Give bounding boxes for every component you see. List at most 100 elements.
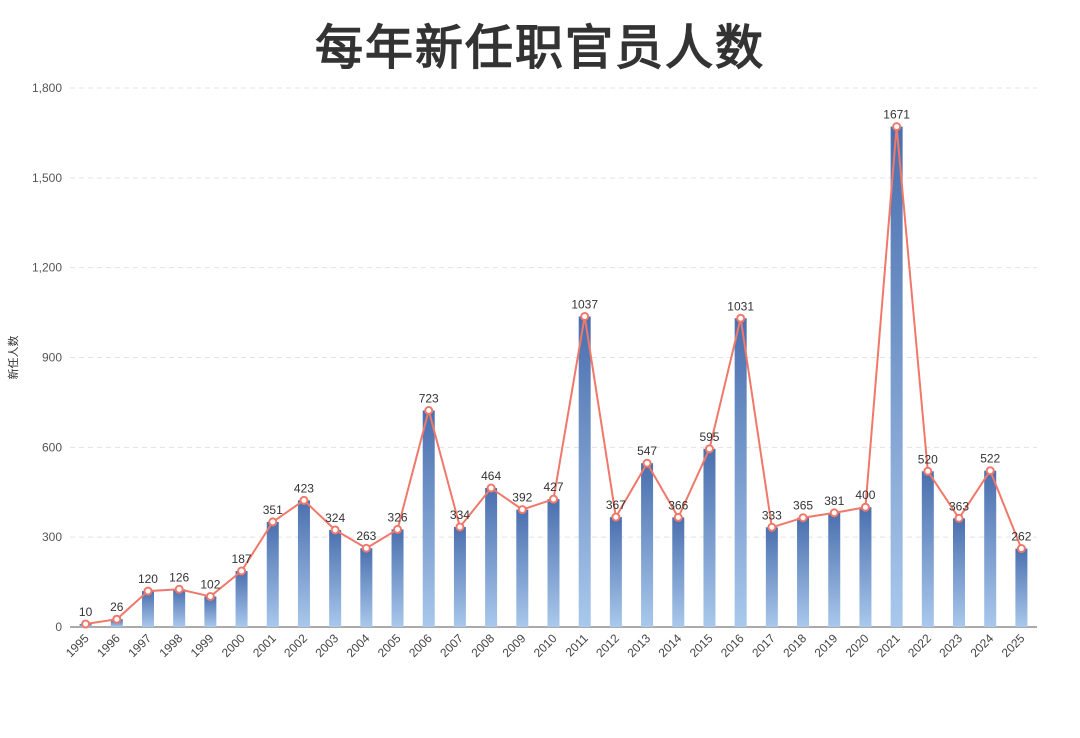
bar-2003 bbox=[329, 529, 342, 627]
bar-1998 bbox=[173, 589, 186, 627]
line-point-1999 bbox=[205, 591, 215, 601]
y-tick-label: 600 bbox=[42, 440, 62, 454]
bar-2014 bbox=[672, 517, 685, 627]
bar-1999 bbox=[204, 596, 217, 627]
line-point-2002 bbox=[299, 495, 309, 505]
x-tick-label: 2007 bbox=[437, 631, 466, 660]
bar-2008 bbox=[485, 488, 498, 627]
data-label-2002: 423 bbox=[294, 481, 314, 495]
bar-2004 bbox=[360, 548, 373, 627]
line-point-2018 bbox=[798, 513, 808, 523]
bar-2016 bbox=[734, 318, 747, 627]
bar-2012 bbox=[609, 517, 622, 627]
line-point-2025 bbox=[1016, 544, 1026, 554]
bar-1997 bbox=[141, 591, 154, 627]
line-point-1995 bbox=[81, 619, 91, 629]
line-point-2011 bbox=[580, 311, 590, 321]
line-point-2007 bbox=[455, 522, 465, 532]
data-label-2017: 333 bbox=[762, 508, 782, 522]
data-label-2025: 262 bbox=[1011, 530, 1031, 544]
line-point-2009 bbox=[517, 505, 527, 515]
line-point-2006 bbox=[424, 406, 434, 416]
data-label-1996: 26 bbox=[110, 600, 124, 614]
data-label-2023: 363 bbox=[949, 499, 969, 513]
data-label-2005: 326 bbox=[388, 510, 408, 524]
line-point-1997 bbox=[143, 586, 153, 596]
line-point-2008 bbox=[486, 483, 496, 493]
x-tick-label: 2016 bbox=[718, 631, 747, 660]
bar-2024 bbox=[984, 470, 997, 627]
y-tick-label: 900 bbox=[42, 351, 62, 365]
x-tick-label: 2021 bbox=[874, 631, 903, 660]
y-tick-label: 1,800 bbox=[32, 81, 62, 95]
bar-2020 bbox=[859, 507, 872, 627]
x-tick-label: 1998 bbox=[157, 631, 186, 660]
data-label-2003: 324 bbox=[325, 511, 345, 525]
x-tick-label: 2010 bbox=[531, 631, 560, 660]
y-axis-ticks: 0 300 600 900 1,200 1,500 1,800 bbox=[32, 81, 62, 634]
bar-2021 bbox=[890, 126, 903, 628]
data-label-1995: 10 bbox=[79, 605, 93, 619]
line-point-2017 bbox=[767, 522, 777, 532]
data-label-2001: 351 bbox=[263, 503, 283, 517]
bar-2019 bbox=[828, 512, 841, 627]
data-label-1999: 102 bbox=[200, 577, 220, 591]
data-label-2020: 400 bbox=[855, 488, 875, 502]
x-tick-label: 2011 bbox=[563, 631, 591, 659]
x-tick-label: 1999 bbox=[188, 631, 217, 660]
x-axis-ticks: 1995 1996 1997 1998 1999 2000 2001 2002 2003 2004… bbox=[63, 631, 1028, 660]
x-tick-label: 2019 bbox=[812, 631, 841, 660]
x-tick-label: 2014 bbox=[656, 631, 685, 660]
x-tick-label: 2022 bbox=[905, 631, 934, 660]
y-axis-label: 新任人数 bbox=[6, 336, 20, 380]
data-label-2009: 392 bbox=[512, 491, 532, 505]
x-tick-label: 1997 bbox=[125, 631, 154, 660]
data-label-2010: 427 bbox=[543, 480, 563, 494]
bar-2001 bbox=[266, 521, 279, 627]
x-tick-label: 1996 bbox=[94, 631, 123, 660]
x-tick-label: 2023 bbox=[936, 631, 965, 660]
data-label-2024: 522 bbox=[980, 452, 1000, 466]
y-tick-label: 300 bbox=[42, 530, 62, 544]
x-tick-label: 2020 bbox=[843, 631, 872, 660]
x-tick-label: 2006 bbox=[406, 631, 435, 660]
bar-2017 bbox=[765, 527, 778, 627]
x-tick-label: 2015 bbox=[687, 631, 716, 660]
line-point-2022 bbox=[923, 466, 933, 476]
y-tick-label: 1,200 bbox=[32, 261, 62, 275]
data-label-2006: 723 bbox=[419, 392, 439, 406]
y-tick-label: 1,500 bbox=[32, 171, 62, 185]
x-tick-label: 2005 bbox=[375, 631, 404, 660]
bar-2018 bbox=[797, 517, 810, 627]
line-point-2010 bbox=[549, 494, 558, 504]
line-point-2020 bbox=[860, 502, 870, 512]
bars bbox=[79, 126, 1028, 628]
line-point-2014 bbox=[673, 512, 683, 522]
line-point-1996 bbox=[112, 614, 122, 624]
x-tick-label: 2004 bbox=[344, 631, 373, 660]
x-tick-label: 2024 bbox=[968, 631, 997, 660]
line-point-2016 bbox=[736, 313, 746, 323]
bar-2000 bbox=[235, 571, 248, 627]
data-label-2000: 187 bbox=[232, 552, 252, 566]
bar-2013 bbox=[641, 463, 654, 627]
data-label-2011: 1037 bbox=[571, 297, 598, 311]
x-tick-label: 2002 bbox=[281, 631, 310, 660]
line-point-2023 bbox=[954, 513, 964, 523]
line-point-2004 bbox=[361, 543, 371, 553]
y-tick-label: 0 bbox=[55, 620, 62, 634]
bar-2006 bbox=[422, 410, 435, 627]
bar-2023 bbox=[953, 518, 966, 627]
data-label-2007: 334 bbox=[450, 508, 470, 522]
x-tick-label: 2009 bbox=[500, 631, 529, 660]
line-point-2012 bbox=[611, 512, 621, 522]
bar-2002 bbox=[297, 500, 310, 627]
line-point-2013 bbox=[642, 458, 652, 468]
chart-title: 每年新任职官员人数 bbox=[314, 20, 765, 76]
line-point-2000 bbox=[237, 566, 247, 576]
data-label-2012: 367 bbox=[606, 498, 626, 512]
bar-2007 bbox=[453, 526, 466, 627]
data-label-2015: 595 bbox=[699, 430, 719, 444]
x-tick-label: 2008 bbox=[468, 631, 497, 660]
